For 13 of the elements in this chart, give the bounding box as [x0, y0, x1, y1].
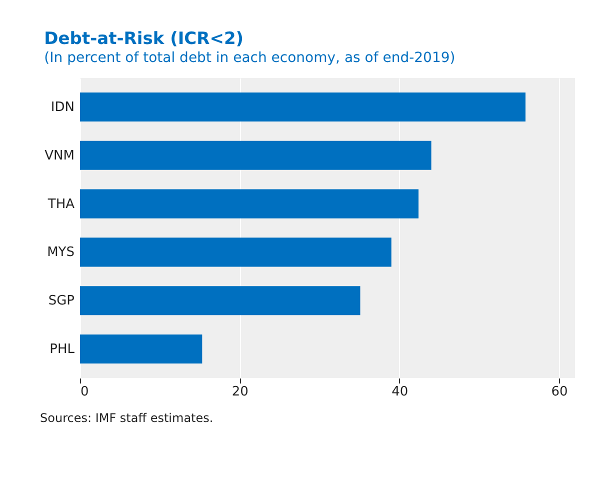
- chart-title: Debt-at-Risk (ICR<2): [44, 29, 244, 49]
- x-tick-label: 40: [392, 384, 408, 400]
- y-tick-label: SGP: [48, 294, 75, 309]
- y-tick-label: IDN: [50, 100, 74, 116]
- y-tick-label: MYS: [47, 245, 74, 260]
- y-tick-label: VNM: [44, 148, 74, 164]
- chart-subtitle: (In percent of total debt in each economy, as of end-2019): [44, 50, 456, 66]
- x-tick-label: 20: [232, 384, 248, 400]
- source-note: Sources: IMF staff estimates.: [40, 411, 214, 425]
- y-tick-label: PHL: [50, 342, 76, 357]
- y-tick-label: THA: [46, 196, 75, 212]
- x-tick-label: 0: [80, 384, 89, 400]
- x-tick-label: 60: [551, 384, 568, 400]
